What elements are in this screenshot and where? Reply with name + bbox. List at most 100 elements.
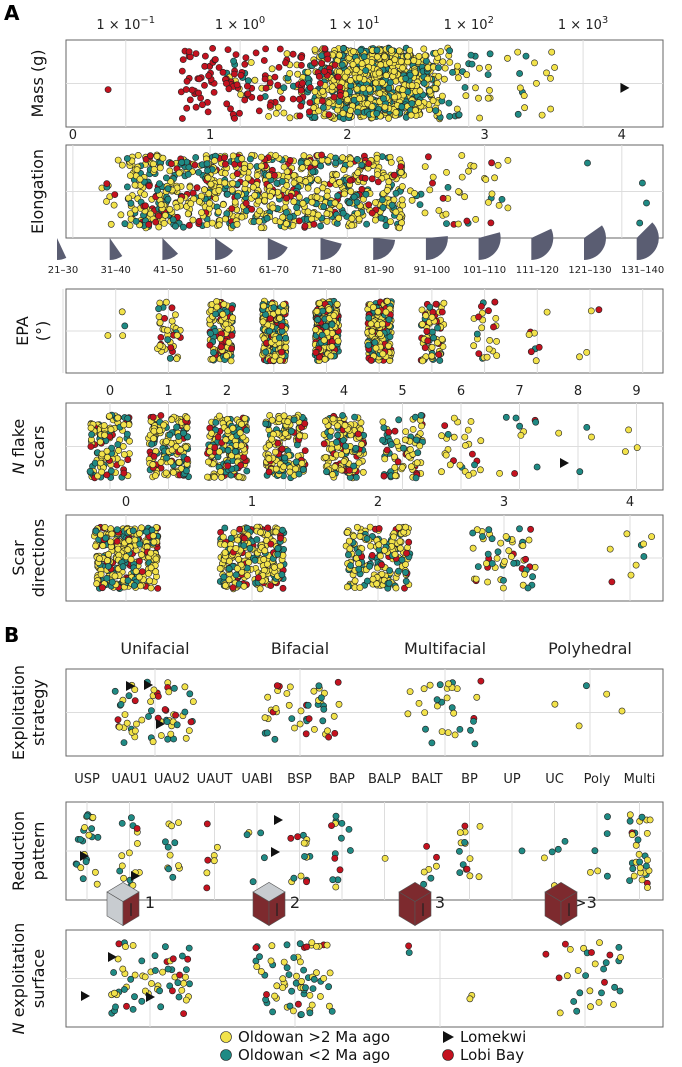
- data-point: [359, 85, 367, 92]
- data-point: [208, 219, 216, 227]
- data-point: [253, 172, 261, 179]
- data-point: [439, 58, 447, 66]
- data-point: [262, 45, 269, 53]
- data-point: [186, 96, 194, 104]
- data-point: [280, 84, 288, 92]
- data-point: [531, 59, 538, 67]
- data-point: [271, 73, 279, 81]
- data-point: [175, 169, 183, 177]
- data-point: [178, 158, 186, 166]
- data-point: [405, 538, 413, 546]
- data-point: [104, 86, 112, 93]
- data-point: [210, 349, 217, 356]
- flake-scars-category-label: 3: [281, 384, 289, 399]
- data-point: [329, 415, 337, 423]
- data-point: [394, 458, 402, 466]
- data-point: [454, 220, 462, 228]
- epa-angle-glyph: [57, 238, 67, 260]
- data-point: [164, 195, 172, 203]
- data-point: [274, 545, 282, 552]
- reduction-category-label: UABI: [241, 772, 272, 787]
- data-point: [121, 322, 129, 330]
- data-point: [363, 577, 371, 585]
- data-point: [198, 209, 205, 216]
- data-point: [294, 833, 301, 841]
- data-point: [157, 412, 165, 419]
- data-point: [648, 533, 655, 540]
- data-point: [365, 85, 373, 93]
- data-point: [123, 155, 131, 162]
- flake-scars-category-label: 0: [106, 384, 114, 399]
- data-point: [576, 468, 584, 476]
- data-point: [217, 343, 225, 351]
- data-point: [311, 159, 319, 167]
- data-point: [318, 151, 325, 159]
- data-point: [317, 694, 325, 702]
- data-point: [345, 537, 353, 545]
- data-point: [640, 553, 648, 560]
- epa-category-label: 121–130: [568, 265, 611, 276]
- data-point: [467, 51, 475, 59]
- data-point: [521, 104, 528, 112]
- data-point: [483, 353, 491, 361]
- data-point: [266, 102, 274, 109]
- data-point: [166, 167, 174, 175]
- data-point: [385, 84, 393, 92]
- data-point: [170, 469, 177, 476]
- data-point: [203, 820, 211, 828]
- data-point: [211, 56, 219, 63]
- data-point: [316, 299, 323, 307]
- data-point: [107, 426, 115, 433]
- data-point: [234, 192, 241, 200]
- data-point: [484, 550, 492, 558]
- data-point: [228, 205, 236, 212]
- data-point: [443, 220, 450, 227]
- data-point: [124, 577, 132, 584]
- data-point: [224, 325, 232, 333]
- data-point: [382, 308, 390, 316]
- data-point: [488, 190, 496, 198]
- data-point: [352, 473, 360, 481]
- data-point: [351, 577, 359, 585]
- data-point: [244, 77, 252, 85]
- data-point: [256, 94, 264, 102]
- data-point: [404, 710, 412, 718]
- data-point: [294, 70, 302, 78]
- flake-scars-axis-label-line: N flake: [9, 419, 28, 474]
- data-point: [195, 217, 203, 225]
- data-point: [324, 727, 331, 735]
- data-point: [373, 53, 381, 61]
- data-point: [227, 105, 234, 113]
- data-point: [278, 178, 286, 185]
- data-point: [493, 352, 501, 359]
- data-point: [138, 524, 145, 532]
- data-point: [444, 430, 452, 438]
- data-point: [356, 532, 364, 540]
- data-point: [587, 307, 595, 315]
- data-point: [488, 535, 496, 543]
- data-point: [244, 90, 252, 98]
- data-point: [89, 814, 97, 821]
- data-point: [486, 50, 494, 58]
- data-point: [257, 162, 265, 170]
- data-point: [92, 542, 99, 550]
- data-point: [104, 557, 111, 564]
- data-point: [150, 427, 158, 435]
- data-point: [502, 413, 510, 421]
- strategy-axis-label-line: strategy: [29, 679, 48, 746]
- lomekwi-point: [620, 82, 630, 93]
- data-point: [383, 297, 391, 305]
- data-point: [317, 222, 324, 230]
- data-point: [183, 424, 191, 431]
- data-point: [529, 573, 536, 581]
- data-point: [233, 170, 241, 178]
- data-point: [365, 160, 373, 167]
- data-point: [88, 825, 95, 833]
- data-point: [220, 573, 228, 581]
- data-point: [279, 526, 286, 534]
- data-point: [367, 95, 375, 103]
- data-point: [166, 431, 174, 439]
- data-point: [464, 426, 472, 434]
- data-point: [352, 444, 360, 452]
- data-point: [355, 215, 363, 223]
